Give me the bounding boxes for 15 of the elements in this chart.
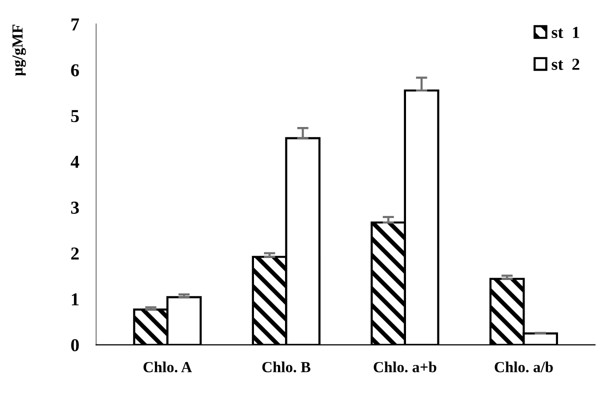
x-tick-label: Chlo. a/b [494, 362, 553, 372]
y-tick-label: 0 [71, 339, 79, 352]
y-tick-label: 3 [71, 202, 79, 214]
y-tick-label: 7 [72, 18, 80, 30]
y-tick-label: 5 [71, 110, 79, 122]
legend-label: st 2 [552, 58, 580, 70]
y-tick-label: 1 [72, 293, 79, 306]
y-tick-label: 2 [71, 248, 79, 260]
x-tick-label: Chlo. A [144, 362, 192, 372]
legend-label: st 1 [552, 26, 580, 38]
y-tick-label: 6 [71, 64, 79, 76]
y-tick-label: 4 [70, 156, 80, 168]
x-tick-label: Chlo. B [262, 362, 310, 372]
y-axis-title: µg/gMF [12, 24, 26, 76]
x-tick-label: Chlo. a+b [374, 362, 436, 372]
